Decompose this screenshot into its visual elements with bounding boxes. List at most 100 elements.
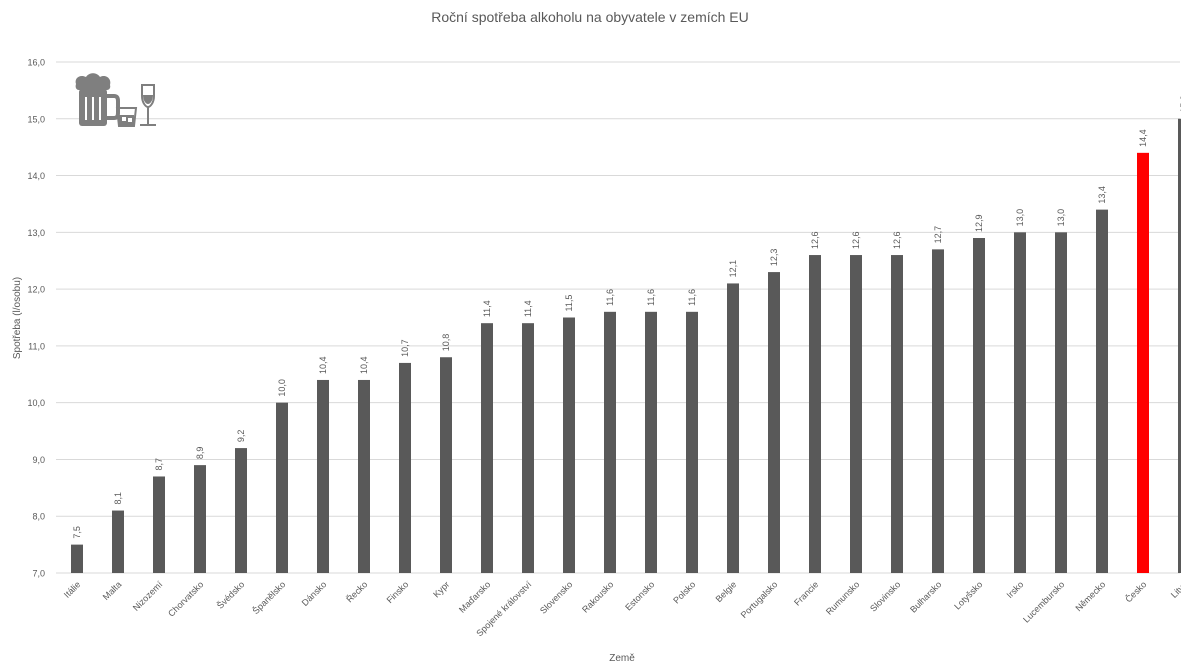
bar <box>686 311 698 573</box>
data-label: 11,6 <box>646 289 656 306</box>
data-label: 14,4 <box>1138 129 1148 147</box>
bar <box>1096 209 1108 573</box>
bars <box>71 118 1181 574</box>
x-tick-label: Polsko <box>671 579 697 605</box>
data-label: 9,2 <box>236 430 246 443</box>
x-tick-label: Švédsko <box>215 579 246 610</box>
bar <box>317 379 329 573</box>
chart-title: Roční spotřeba alkoholu na obyvatele v z… <box>431 9 749 25</box>
data-label: 12,3 <box>769 249 779 267</box>
data-label: 10,8 <box>441 334 451 352</box>
x-tick-label: Malta <box>101 579 124 602</box>
bar <box>973 238 985 573</box>
data-labels: 7,5 8,1 8,7 8,9 9,2 10,0 10,4 10,4 10,7 10,8 11,4 1… <box>72 95 1181 538</box>
data-label: 13,0 <box>1056 209 1066 227</box>
data-label: 8,7 <box>154 458 164 471</box>
data-label: 12,1 <box>728 260 738 278</box>
data-label: 15,0 <box>1179 95 1181 113</box>
wine-glass-icon <box>140 84 156 126</box>
x-tick-label: Chorvatsko <box>166 579 205 618</box>
y-tick-label: 15,0 <box>27 114 45 124</box>
x-tick-label: Rakousko <box>580 579 615 614</box>
tumbler-glass-icon <box>115 107 138 127</box>
bar <box>1014 232 1026 574</box>
x-tick-label: Belgie <box>714 579 739 604</box>
y-tick-label: 8,0 <box>32 512 45 522</box>
x-tick-label: Rumunsko <box>824 579 861 616</box>
x-tick-label: Lotyšsko <box>952 579 984 611</box>
bar <box>276 402 288 573</box>
data-label: 8,9 <box>195 447 205 460</box>
x-tick-label: Slovinsko <box>868 579 902 613</box>
bar <box>399 362 411 573</box>
bar <box>440 357 452 573</box>
data-label: 12,7 <box>933 226 943 244</box>
bar <box>809 255 821 574</box>
bar <box>153 476 165 573</box>
data-label: 11,6 <box>687 289 697 306</box>
bar <box>645 311 657 573</box>
x-tick-label: Česko <box>1123 579 1148 604</box>
x-tick-label: Lucembursko <box>1021 579 1066 624</box>
data-label: 11,5 <box>564 295 574 312</box>
y-axis-label: Spotřeba (l/osobu) <box>12 277 23 359</box>
y-tick-label: 16,0 <box>27 58 45 68</box>
bar <box>522 323 534 573</box>
bar <box>727 283 739 573</box>
data-label: 12,6 <box>892 232 902 250</box>
bar <box>768 272 780 573</box>
bar <box>1055 232 1067 574</box>
y-tick-label: 13,0 <box>27 228 45 238</box>
data-label: 10,4 <box>318 356 328 374</box>
x-tick-label: Řecko <box>344 579 369 604</box>
data-label: 12,9 <box>974 214 984 232</box>
x-tick-label: Německo <box>1073 579 1107 613</box>
x-tick-label: Estonsko <box>623 579 656 612</box>
x-axis-label: Země <box>609 653 635 664</box>
data-label: 13,4 <box>1097 186 1107 204</box>
data-label: 13,0 <box>1015 209 1025 227</box>
x-tick-label: Irsko <box>1005 579 1026 600</box>
data-label: 7,5 <box>72 526 82 539</box>
data-label: 11,4 <box>523 300 533 317</box>
bar <box>604 311 616 573</box>
x-tick-label: Francie <box>792 579 820 607</box>
x-tick-label: Itálie <box>62 579 83 600</box>
bar <box>850 255 862 574</box>
beer-mug-icon <box>75 73 120 126</box>
data-label: 10,0 <box>277 379 287 397</box>
bar <box>891 255 903 574</box>
bar <box>112 510 124 573</box>
x-tick-label: Dánsko <box>300 579 329 608</box>
alcohol-drinks-icon <box>75 73 156 127</box>
data-label: 12,6 <box>851 232 861 250</box>
x-tick-label: Slovensko <box>538 579 574 615</box>
bar <box>235 448 247 573</box>
y-axis-ticks: 7,0 8,0 9,0 10,0 11,0 12,0 13,0 14,0 15,0 16,0 <box>27 58 45 579</box>
bar <box>1178 118 1181 574</box>
x-tick-label: Nizozemí <box>131 579 165 613</box>
bar <box>481 323 493 573</box>
data-label: 12,6 <box>810 232 820 250</box>
x-tick-label: Portugalsko <box>739 579 780 620</box>
data-label: 11,4 <box>482 300 492 317</box>
data-label: 10,4 <box>359 356 369 374</box>
x-tick-label: Španělsko <box>251 579 288 616</box>
y-tick-label: 10,0 <box>27 398 45 408</box>
y-tick-label: 12,0 <box>27 285 45 295</box>
x-tick-label: Litva <box>1169 579 1181 600</box>
bar <box>71 544 83 573</box>
x-tick-label: Finsko <box>385 579 411 605</box>
y-tick-label: 14,0 <box>27 171 45 181</box>
data-label: 10,7 <box>400 339 410 357</box>
bar <box>358 379 370 573</box>
data-label: 11,6 <box>605 289 615 306</box>
x-tick-label: Bulharsko <box>908 579 943 614</box>
x-axis-ticks: Itálie Malta Nizozemí Chorvatsko Švédsko Špan… <box>62 579 1181 638</box>
bar <box>1137 152 1149 573</box>
y-tick-label: 7,0 <box>32 569 45 579</box>
x-tick-label: Kypr <box>431 579 451 599</box>
bar <box>194 465 206 573</box>
